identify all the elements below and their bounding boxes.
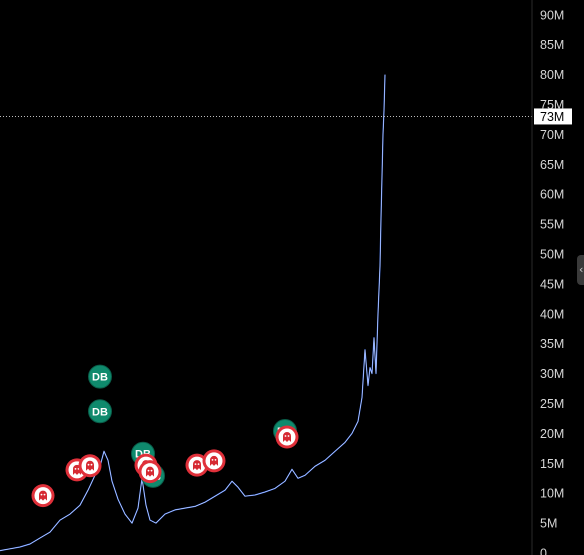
crosshair-value-label: 73M bbox=[540, 110, 564, 124]
ghost-marker[interactable] bbox=[202, 449, 226, 473]
series-line-highlight bbox=[0, 74, 386, 551]
crosshair-label-box bbox=[534, 108, 572, 125]
y-tick-label: 45M bbox=[540, 277, 564, 291]
y-tick-label: 40M bbox=[540, 307, 564, 321]
y-tick-label: 5M bbox=[540, 517, 557, 531]
y-tick-label: 55M bbox=[540, 218, 564, 232]
series-line bbox=[0, 74, 386, 552]
db-marker[interactable]: DB bbox=[88, 399, 112, 424]
y-tick-label: 25M bbox=[540, 397, 564, 411]
y-tick-label: 10M bbox=[540, 487, 564, 501]
y-tick-label: 35M bbox=[540, 337, 564, 351]
ghost-marker[interactable] bbox=[31, 484, 55, 508]
y-tick-label: 30M bbox=[540, 367, 564, 381]
ghost-marker[interactable] bbox=[78, 454, 102, 478]
y-tick-label: 20M bbox=[540, 427, 564, 441]
ghost-icon bbox=[146, 466, 154, 477]
y-tick-label: 15M bbox=[540, 457, 564, 471]
series-layer bbox=[0, 74, 386, 552]
y-tick-label: 75M bbox=[540, 98, 564, 112]
ghost-icon bbox=[86, 460, 94, 471]
ghost-icon bbox=[283, 431, 291, 442]
y-tick-label: 60M bbox=[540, 188, 564, 202]
y-tick-label: 70M bbox=[540, 128, 564, 142]
ghost-marker[interactable] bbox=[138, 460, 162, 484]
y-tick-label: 85M bbox=[540, 38, 564, 52]
ghost-icon bbox=[193, 460, 201, 471]
ghost-marker[interactable] bbox=[275, 425, 299, 449]
ghost-icon bbox=[39, 490, 47, 501]
y-tick-label: 0 bbox=[540, 547, 547, 555]
db-marker-label: DB bbox=[92, 406, 108, 418]
y-tick-label: 90M bbox=[540, 8, 564, 22]
price-axis[interactable]: 0 5M 10M 15M 20M 25M 30M 35M 40M 45M 50M 55M 60M 65M 7… bbox=[540, 8, 564, 555]
y-tick-label: 80M bbox=[540, 68, 564, 82]
ghost-icon bbox=[210, 455, 218, 466]
y-tick-label: 65M bbox=[540, 158, 564, 172]
chevron-left-icon[interactable]: ‹ bbox=[577, 255, 584, 285]
db-marker[interactable]: DB bbox=[88, 364, 112, 389]
db-marker-label: DB bbox=[92, 372, 108, 384]
crosshair-layer: 73M bbox=[0, 108, 572, 125]
y-tick-label: 50M bbox=[540, 248, 564, 262]
marker-layer: DBDBDBDBDB bbox=[31, 364, 299, 508]
